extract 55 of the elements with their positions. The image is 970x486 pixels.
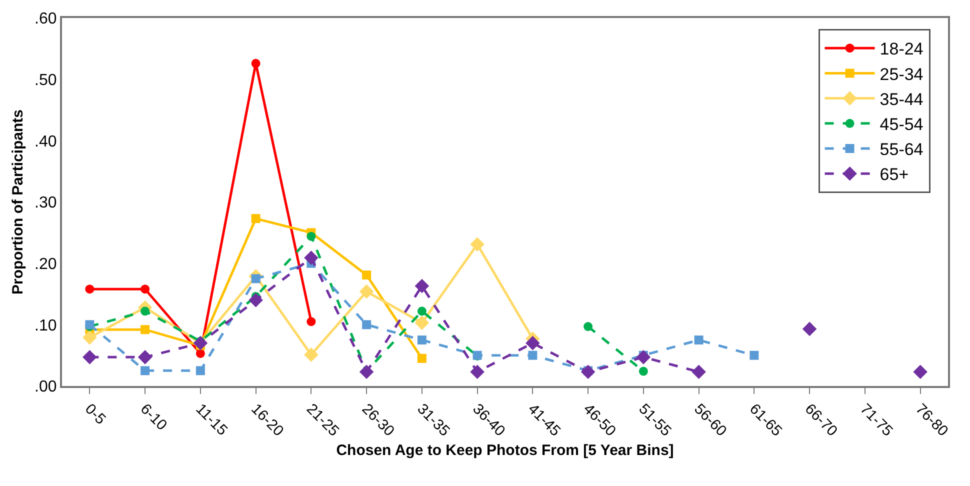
point [359, 284, 374, 299]
point [584, 322, 593, 332]
point [362, 320, 372, 330]
point [140, 284, 150, 294]
y-axis-title: Proportion of Participants [9, 109, 26, 295]
y-tick-label: .20 [34, 256, 57, 273]
x-axis-title: Chosen Age to Keep Photos From [5 Year Bins] [336, 442, 674, 459]
point [82, 330, 97, 345]
point [85, 284, 94, 294]
y-tick-label: .10 [34, 317, 57, 334]
point [306, 317, 316, 326]
point [362, 270, 372, 280]
legend-label: 18-24 [880, 40, 924, 59]
point [359, 364, 374, 380]
y-tick-label: .60 [34, 10, 57, 28]
legend-label: 55-64 [880, 140, 924, 160]
point [526, 336, 540, 350]
point [138, 350, 152, 364]
point [140, 325, 150, 334]
point [913, 364, 928, 380]
y-tick-label: .40 [34, 133, 57, 150]
legend-label: 25-34 [880, 64, 924, 84]
point [750, 350, 759, 360]
point [694, 336, 704, 344]
point [251, 214, 260, 224]
point [414, 316, 430, 330]
point [417, 306, 426, 316]
point [306, 232, 316, 241]
point [470, 237, 484, 252]
point [414, 278, 430, 294]
point [417, 336, 426, 344]
y-tick-label: .30 [34, 194, 57, 212]
legend-label: 35-44 [880, 90, 924, 109]
point [140, 366, 150, 376]
point [196, 366, 205, 376]
point [802, 322, 817, 336]
y-tick-label: .00 [34, 378, 57, 396]
point [636, 350, 651, 364]
point [417, 354, 426, 363]
y-tick-label: .50 [34, 72, 57, 89]
legend-label: 45-54 [880, 115, 924, 134]
point [248, 292, 263, 308]
point [304, 348, 318, 362]
x-tick-label: 0-5 [82, 400, 109, 428]
point [692, 364, 706, 380]
point [470, 364, 484, 380]
point [638, 366, 648, 376]
legend-label: 65+ [880, 165, 909, 184]
point [251, 58, 260, 68]
point [528, 350, 538, 360]
point [304, 250, 318, 265]
x-tick-label: 6-10 [136, 400, 170, 434]
point [82, 350, 97, 364]
point [580, 364, 596, 380]
point [140, 306, 150, 316]
